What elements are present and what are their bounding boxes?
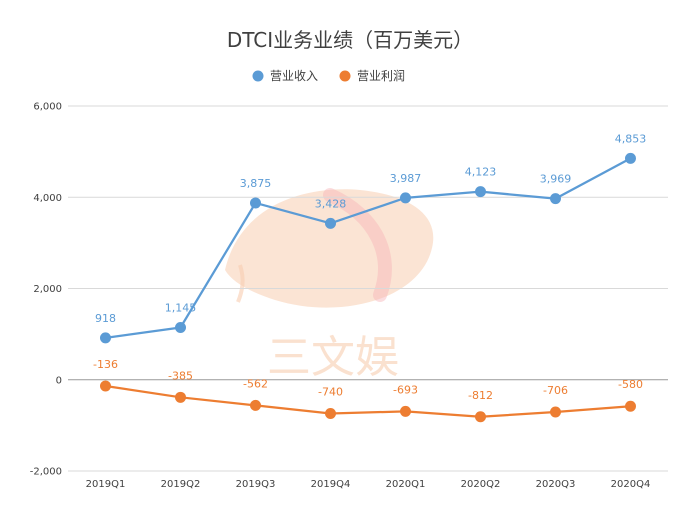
data-label: -562 bbox=[243, 377, 268, 390]
watermark-logo-stroke bbox=[323, 188, 392, 302]
x-tick-label: 2019Q1 bbox=[86, 479, 126, 490]
data-point bbox=[625, 152, 636, 164]
data-point bbox=[250, 399, 261, 411]
data-label: 918 bbox=[95, 312, 116, 325]
data-point bbox=[400, 405, 411, 417]
series-layer: 918 1,145 3,875 3,428 3,987 4,123 3,969 4,853 -1… bbox=[93, 132, 647, 423]
watermark: 三文娱 bbox=[225, 188, 434, 383]
data-point bbox=[550, 406, 561, 418]
y-tick-label: 2,000 bbox=[33, 284, 62, 295]
data-label: 3,875 bbox=[240, 177, 272, 190]
legend-marker bbox=[339, 70, 351, 82]
legend: 营业收入 营业利润 bbox=[252, 69, 405, 83]
x-tick-label: 2020Q4 bbox=[611, 479, 651, 490]
data-label: -385 bbox=[168, 369, 193, 382]
data-point bbox=[550, 193, 561, 205]
data-label: -740 bbox=[318, 386, 343, 399]
watermark-logo-leaf bbox=[225, 189, 434, 308]
chart-title: DTCI业务业绩（百万美元） bbox=[227, 28, 473, 52]
data-point bbox=[325, 217, 336, 229]
data-label: -706 bbox=[543, 384, 568, 397]
data-label: 4,853 bbox=[615, 132, 647, 145]
gridlines bbox=[68, 105, 668, 472]
data-point bbox=[625, 400, 636, 412]
data-label: 4,123 bbox=[465, 166, 497, 179]
data-point bbox=[100, 380, 111, 392]
x-tick-label: 2020Q2 bbox=[461, 479, 501, 490]
y-tick-label: 0 bbox=[56, 375, 62, 386]
data-label: 3,969 bbox=[540, 173, 572, 186]
data-label: -812 bbox=[468, 389, 493, 402]
x-axis: 2019Q1 2019Q2 2019Q3 2019Q4 2020Q1 2020Q2 2020… bbox=[86, 479, 651, 490]
legend-label: 营业利润 bbox=[357, 69, 405, 83]
x-tick-label: 2020Q1 bbox=[386, 479, 426, 490]
data-point bbox=[325, 408, 336, 420]
data-label: 3,428 bbox=[315, 197, 347, 210]
legend-marker bbox=[252, 70, 264, 82]
x-tick-label: 2019Q4 bbox=[311, 479, 351, 490]
data-point bbox=[250, 197, 261, 209]
data-point bbox=[475, 411, 486, 423]
x-tick-label: 2019Q3 bbox=[236, 479, 276, 490]
data-label: -580 bbox=[618, 378, 643, 391]
watermark-logo-stem bbox=[236, 264, 245, 303]
watermark-text: 三文娱 bbox=[267, 332, 399, 383]
data-point bbox=[400, 192, 411, 204]
data-label: 1,145 bbox=[165, 302, 197, 315]
y-tick-label: -2,000 bbox=[30, 467, 62, 478]
series-2: -136 -385 -562 -740 -693 -812 -706 -580 bbox=[93, 358, 643, 423]
data-point bbox=[100, 332, 111, 344]
y-tick-label: 4,000 bbox=[33, 193, 62, 204]
series-line bbox=[105, 157, 632, 339]
data-label: -693 bbox=[393, 383, 418, 396]
series-line bbox=[105, 384, 631, 418]
data-point bbox=[475, 186, 486, 198]
data-point bbox=[175, 391, 186, 403]
legend-label: 营业收入 bbox=[270, 69, 318, 83]
data-label: -136 bbox=[93, 358, 118, 371]
data-point bbox=[175, 322, 186, 334]
data-label: 3,987 bbox=[390, 172, 422, 185]
y-axis: -2,000 0 2,000 4,000 6,000 bbox=[30, 102, 62, 478]
x-tick-label: 2019Q2 bbox=[161, 479, 201, 490]
x-tick-label: 2020Q3 bbox=[536, 479, 576, 490]
y-tick-label: 6,000 bbox=[33, 102, 62, 113]
series-1: 918 1,145 3,875 3,428 3,987 4,123 3,969 4,853 bbox=[95, 132, 647, 344]
